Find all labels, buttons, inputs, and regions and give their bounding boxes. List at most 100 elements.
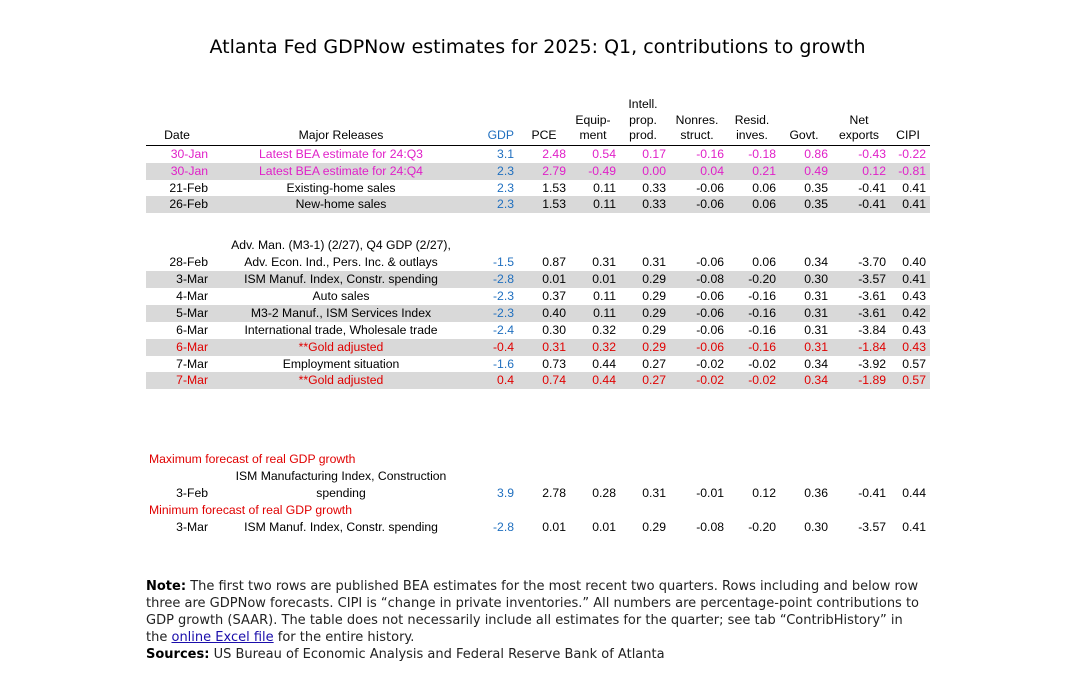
cell-gdp: 3.9 [497, 486, 514, 501]
cell-cipi: 0.41 [902, 180, 926, 195]
cell-cipi: 0.40 [902, 255, 926, 270]
cell-intell-prop: 0.29 [642, 288, 666, 303]
cell-date: 7-Mar [176, 356, 208, 371]
table-row: 4-Mar Auto sales -2.3 0.37 0.11 0.29 -0.06 -0.1… [146, 288, 930, 305]
cell-resid-inves: 0.06 [752, 180, 776, 195]
table-row: 3-Mar ISM Manuf. Index, Constr. spending -… [146, 271, 930, 289]
cell-equipment: 0.28 [592, 486, 616, 501]
cell-release: Existing-home sales [286, 180, 396, 195]
cell-cipi [890, 237, 930, 254]
cell-resid-inves: 0.06 [728, 196, 780, 214]
section-label-row: Maximum forecast of real GDP growth [146, 451, 930, 468]
cell-date: 3-Mar [146, 271, 214, 289]
cell-date: 5-Mar [146, 304, 214, 322]
header-resid: Resid. inves. [728, 97, 780, 146]
cell-date: 4-Mar [176, 288, 208, 303]
cell-equipment: -0.49 [570, 162, 620, 180]
cell-intell-prop: 0.00 [620, 162, 670, 180]
cell-pce: 0.31 [522, 338, 570, 356]
table-row: 30-Jan Latest BEA estimate for 24:Q3 3.1 2.… [146, 145, 930, 162]
header-gdp: GDP [472, 97, 522, 146]
cell-gdp: -2.3 [472, 304, 522, 322]
cell-equipment: 0.11 [570, 304, 620, 322]
cell-govt: 0.36 [804, 486, 828, 501]
cell-cipi: 0.41 [890, 271, 930, 289]
cell-govt: 0.34 [804, 356, 828, 371]
cell-govt: 0.30 [780, 271, 832, 289]
cell-net-exports [832, 237, 890, 254]
cell-resid-inves [728, 237, 780, 254]
cell-gdp: -0.4 [472, 338, 522, 356]
section-label: Maximum forecast of real GDP growth [149, 452, 356, 467]
cell-resid-inves: -0.02 [748, 356, 776, 371]
cell-resid-inves: 0.06 [752, 255, 776, 270]
cell-resid-inves: 0.12 [752, 486, 776, 501]
table-row: 6-Mar International trade, Wholesale trad… [146, 322, 930, 339]
cell-equipment: 0.44 [592, 356, 616, 371]
table-row: 7-Mar **Gold adjusted 0.4 0.74 0.44 0.27 -0.02… [146, 372, 930, 390]
header-major-releases: Major Releases [214, 97, 472, 146]
cell-net-exports: 0.12 [832, 162, 890, 180]
cell-release: Latest BEA estimate for 24:Q3 [259, 146, 423, 161]
cell-pce: 0.01 [522, 271, 570, 289]
cell-cipi: 0.43 [902, 288, 926, 303]
cell-intell-prop: 0.27 [620, 372, 670, 390]
cell-equipment [570, 237, 620, 254]
header-net-exports: Net exports [832, 97, 890, 146]
cell-date: 6-Mar [176, 322, 208, 337]
cell-date: 3-Feb [176, 486, 208, 501]
online-excel-link[interactable]: online Excel file [171, 630, 274, 645]
cell-pce: 0.73 [542, 356, 566, 371]
cell-nonres-struct: -0.06 [696, 288, 724, 303]
cell-resid-inves: -0.18 [748, 146, 776, 161]
cell-govt [780, 237, 832, 254]
cell-pce [522, 237, 570, 254]
cell-govt: 0.86 [804, 146, 828, 161]
cell-nonres-struct: -0.06 [696, 180, 724, 195]
cell-intell-prop [620, 237, 670, 254]
cell-nonres-struct: -0.08 [670, 271, 728, 289]
cell-cipi: -0.81 [890, 162, 930, 180]
cell-release: New-home sales [214, 196, 472, 214]
cell-pce: 2.48 [542, 146, 566, 161]
cell-nonres-struct: -0.06 [670, 338, 728, 356]
cell-resid-inves: -0.20 [728, 271, 780, 289]
cell-govt: 0.34 [804, 255, 828, 270]
cell-net-exports: -3.57 [858, 519, 886, 534]
cell-equipment: 0.11 [570, 196, 620, 214]
cell-gdp: -1.6 [492, 356, 514, 371]
cell-resid-inves: -0.02 [728, 372, 780, 390]
cell-intell-prop: 0.31 [642, 486, 666, 501]
footnote: Note: The first two rows are published B… [146, 578, 926, 663]
cell-cipi: 0.43 [890, 338, 930, 356]
cell-gdp: 2.3 [497, 180, 514, 195]
table-row: 6-Mar **Gold adjusted -0.4 0.31 0.32 0.29 -0.0… [146, 338, 930, 356]
cell-cipi: 0.43 [902, 322, 926, 337]
note-text: The first two rows are published BEA est… [146, 579, 920, 645]
cell-gdp: 2.3 [472, 162, 522, 180]
section-label-row: Minimum forecast of real GDP growth [146, 502, 930, 519]
cell-nonres-struct: -0.02 [670, 372, 728, 390]
cell-cipi: 0.42 [890, 304, 930, 322]
table-row: 30-Jan Latest BEA estimate for 24:Q4 2.3 2.… [146, 162, 930, 180]
cell-net-exports: -0.41 [858, 180, 886, 195]
cell-govt: 0.34 [780, 372, 832, 390]
cell-release: **Gold adjusted [214, 338, 472, 356]
cell-intell-prop: 0.29 [620, 304, 670, 322]
cell-nonres-struct: -0.06 [670, 304, 728, 322]
table-row: 3-Feb spending 3.9 2.78 0.28 0.31 -0.01 0.12 0.3… [146, 485, 930, 502]
cell-intell-prop [620, 468, 670, 485]
header-pce: PCE [522, 97, 570, 146]
cell-equipment [570, 468, 620, 485]
cell-gdp [472, 237, 522, 254]
cell-gdp: -1.5 [492, 255, 514, 270]
cell-date [146, 468, 214, 485]
cell-release: **Gold adjusted [214, 372, 472, 390]
sources-text: US Bureau of Economic Analysis and Feder… [213, 647, 665, 662]
cell-pce: 2.79 [522, 162, 570, 180]
cell-cipi: 0.44 [902, 486, 926, 501]
section-label: Minimum forecast of real GDP growth [149, 502, 352, 517]
cell-govt: 0.31 [780, 304, 832, 322]
cell-date: 26-Feb [146, 196, 214, 214]
cell-govt: 0.31 [780, 338, 832, 356]
